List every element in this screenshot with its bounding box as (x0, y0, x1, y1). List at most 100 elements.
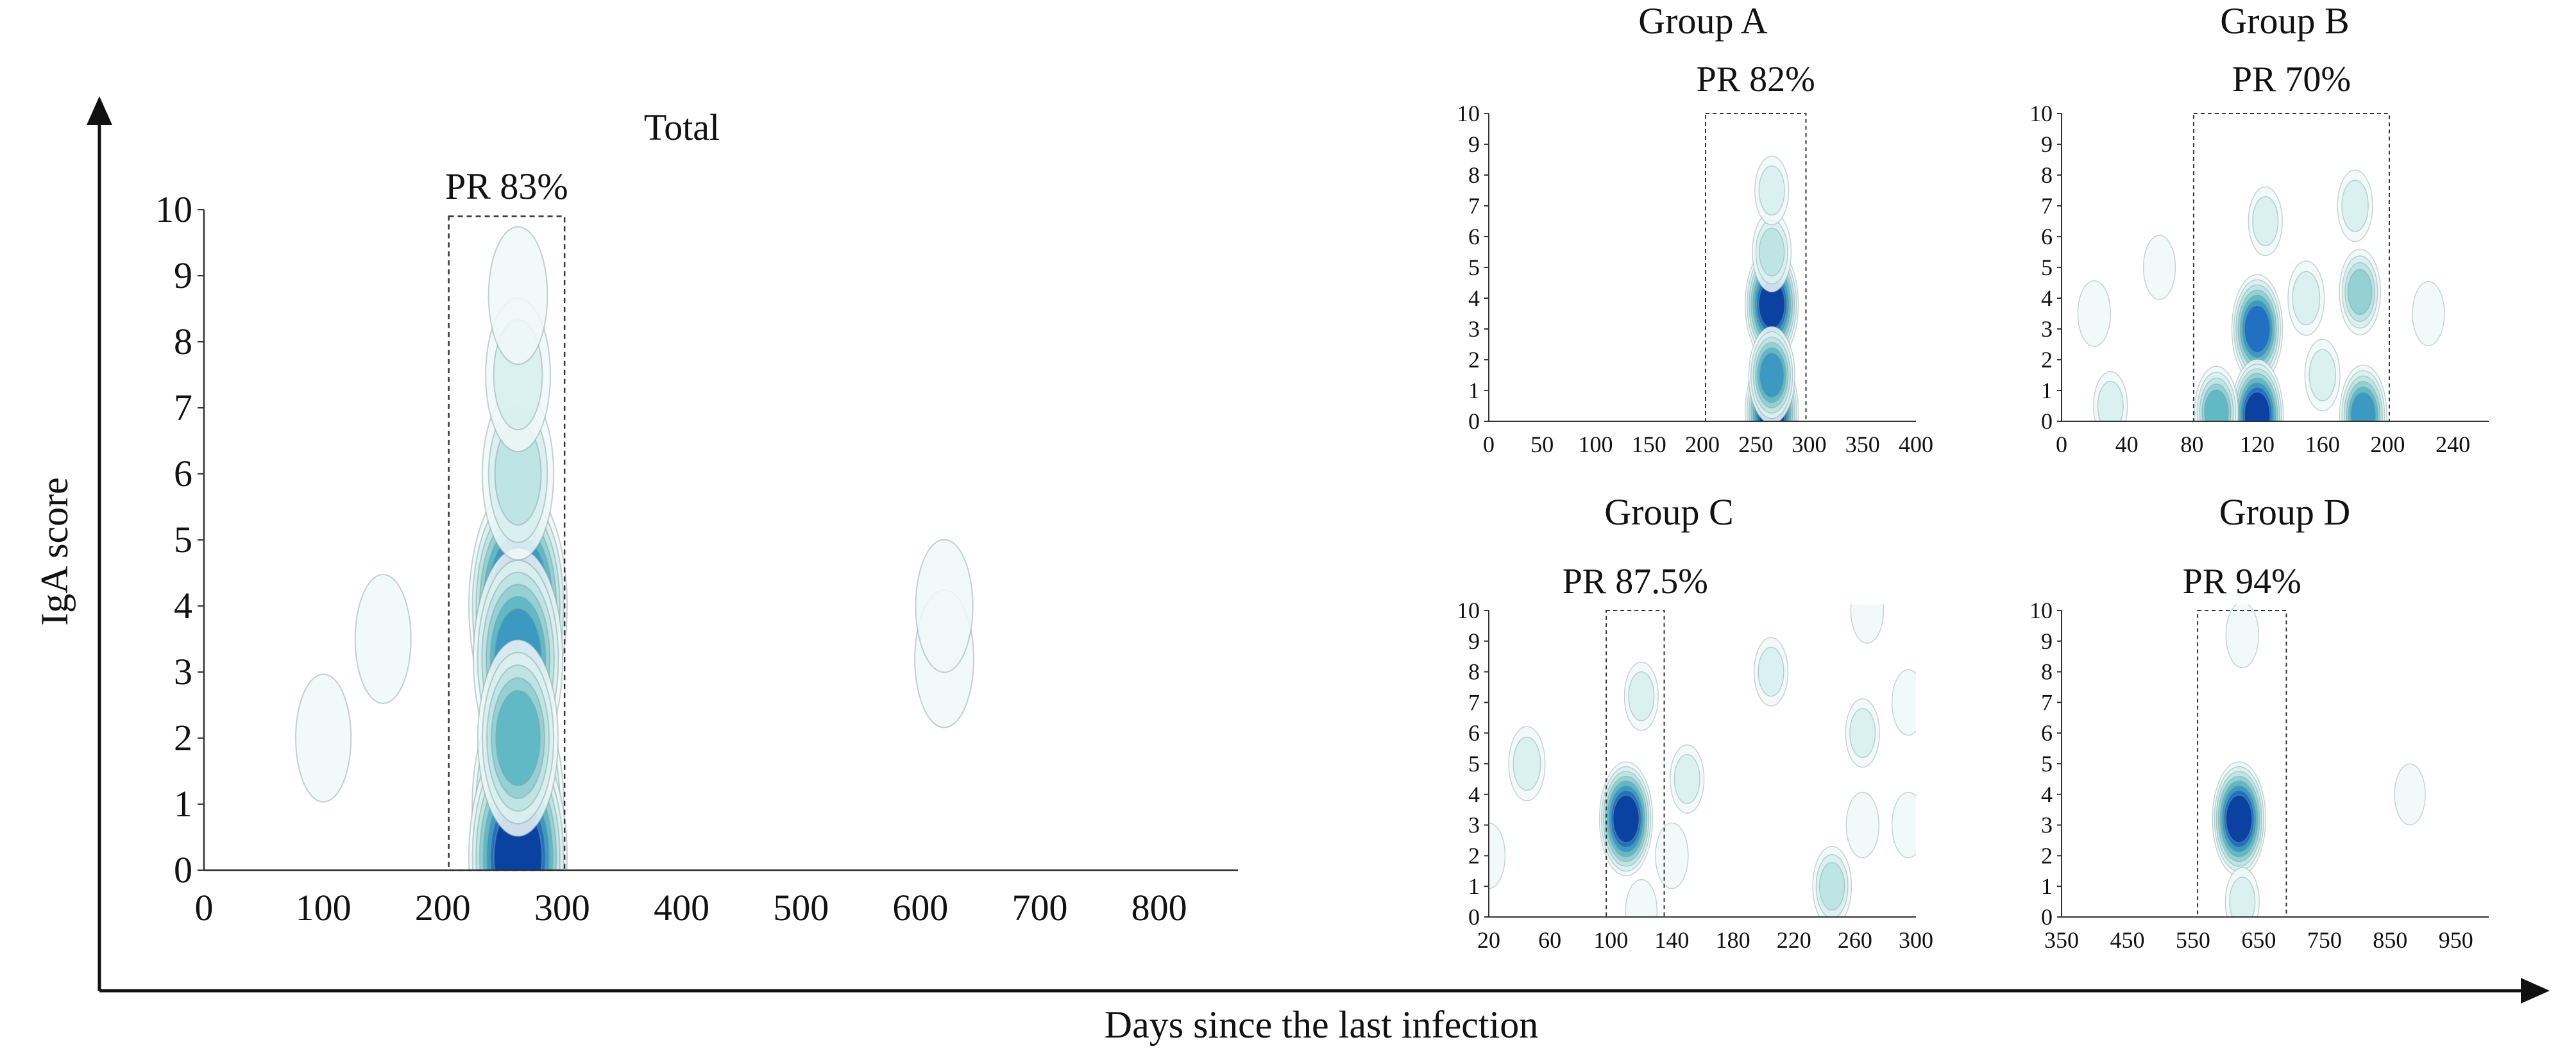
group-a-y-tick-label: 9 (1468, 131, 1480, 157)
group-d-x-tick-label: 650 (2241, 927, 2276, 953)
group-a-title: Group A (1638, 0, 1768, 42)
group-c-y-tick-label: 10 (1457, 598, 1480, 623)
group-c-density-blob (1891, 669, 1916, 736)
group-a-density (1745, 155, 1799, 421)
group-c-panel: 0 1 2 3 4 5 6 7 8 9 10 20 60 100 140 180 220 260 300 Group … (1457, 491, 1933, 953)
total-x-tick-label: 500 (773, 887, 829, 929)
y-axis-title: IgA score (33, 477, 76, 626)
group-b-y-tick-label: 1 (2041, 378, 2053, 403)
group-b-y-tick-label: 0 (2041, 408, 2053, 434)
group-a-density-blob (1748, 326, 1795, 421)
group-c-density-blob (1753, 637, 1789, 707)
group-a-x-tick-label: 0 (1483, 432, 1495, 457)
group-b-density-blob (2337, 169, 2373, 242)
group-b-y-tick-label: 6 (2041, 224, 2053, 249)
group-a-y-tick-label: 0 (1468, 408, 1480, 434)
group-c-density-blob (1625, 879, 1658, 917)
group-a-y-tick-label: 2 (1468, 347, 1480, 373)
group-c-density-blob (1489, 822, 1506, 889)
group-d-density-blob (2394, 763, 2426, 826)
group-a-y-tick-label: 1 (1468, 378, 1480, 403)
group-d-x-tick-label: 950 (2439, 927, 2473, 953)
group-c-y-tick-label: 9 (1468, 628, 1480, 654)
group-a-x-tick-label: 250 (1738, 432, 1773, 457)
group-d-y-tick-label: 7 (2041, 689, 2053, 715)
group-b-density-blob (2077, 280, 2111, 348)
total-pr-window (448, 215, 566, 871)
group-c-density-blob (1812, 846, 1852, 917)
group-a-density-blob (1754, 155, 1790, 226)
group-b-x-tick-label: 120 (2240, 432, 2275, 457)
group-b-density-blob (2339, 364, 2387, 421)
group-b-density-blob (2248, 186, 2283, 256)
group-c-density-blob (1891, 791, 1916, 859)
total-y-tick-label: 4 (174, 585, 192, 626)
group-c-y-tick-label: 7 (1468, 689, 1480, 715)
group-c-density-blob (1845, 698, 1880, 768)
group-a-density-blob (1752, 211, 1792, 293)
group-a-x-tick-label: 50 (1530, 432, 1554, 457)
total-x-tick-label: 300 (534, 887, 590, 929)
group-d-y-tick-label: 9 (2041, 628, 2053, 654)
group-c-density-blob (1508, 726, 1546, 802)
total-y-tick-label: 9 (174, 255, 192, 296)
group-d-panel: 0 1 2 3 4 5 6 7 8 9 10 350 450 550 650 750 850 950 Group D… (2029, 491, 2489, 953)
group-d-y-tick-label: 6 (2041, 720, 2053, 746)
total-y-tick-label: 7 (174, 387, 192, 428)
group-a-x-tick-label: 100 (1579, 432, 1613, 457)
group-b-y-tick-label: 10 (2029, 101, 2053, 126)
group-d-x-tick-label: 750 (2307, 927, 2342, 953)
group-c-density-blob (1845, 791, 1879, 859)
group-b-density-blob (2339, 248, 2381, 336)
group-a-x-tick-label: 150 (1632, 432, 1666, 457)
group-d-density-blob (2224, 867, 2260, 917)
total-x-tick-label: 0 (195, 887, 214, 929)
group-a-y-tick-label: 3 (1468, 316, 1480, 342)
group-d-y-tick-label: 3 (2041, 812, 2053, 838)
group-b-pr-window (2192, 113, 2390, 422)
group-c-y-tick-label: 0 (1468, 904, 1480, 930)
group-c-density (1489, 604, 1916, 917)
outer-x-arrowhead (2521, 978, 2550, 1004)
group-b-pr-label: PR 70% (2232, 60, 2351, 99)
group-d-pr-window (2197, 610, 2287, 918)
group-b-density-blob (2194, 366, 2239, 421)
group-b-x-tick-label: 160 (2305, 432, 2340, 457)
group-b-y-tick-label: 8 (2041, 162, 2053, 188)
total-y-tick-label: 8 (174, 321, 192, 362)
group-c-y-tick-label: 6 (1468, 720, 1480, 746)
total-density-blob (487, 226, 548, 366)
group-c-y-tick-label: 3 (1468, 812, 1480, 838)
group-c-y-tick-label: 5 (1468, 751, 1480, 777)
group-b-x-tick-label: 80 (2180, 432, 2203, 457)
total-x-tick-label: 800 (1131, 887, 1187, 929)
group-d-density-blob (2212, 761, 2266, 877)
group-d-y-tick-label: 0 (2041, 904, 2053, 930)
total-y-tick-label: 1 (174, 783, 192, 825)
group-d-density-blob (2225, 604, 2259, 669)
group-d-y-tick-label: 4 (2041, 782, 2053, 807)
group-c-density-blob (1598, 761, 1654, 877)
group-a-x-tick-label: 200 (1685, 432, 1720, 457)
total-y-tick-label: 0 (174, 849, 192, 891)
group-c-x-tick-label: 20 (1477, 927, 1500, 953)
group-c-y-tick-label: 4 (1468, 782, 1480, 807)
group-b-panel: 0 1 2 3 4 5 6 7 8 9 10 0 40 80 120 160 200 240 Group B PR 7… (2029, 0, 2489, 457)
group-c-x-tick-label: 260 (1838, 927, 1872, 953)
group-d-x-tick-label: 850 (2373, 927, 2407, 953)
group-c-x-tick-label: 180 (1716, 927, 1750, 953)
total-y-tick-label: 3 (174, 651, 192, 693)
total-density-blob (294, 673, 352, 803)
group-a-x-tick-label: 300 (1792, 432, 1827, 457)
group-a-y-tick-label: 7 (1468, 193, 1480, 219)
group-b-title: Group B (2220, 0, 2349, 42)
group-c-density-blob (1670, 744, 1705, 814)
group-b-density-blob (2304, 339, 2341, 412)
group-b-y-tick-label: 2 (2041, 347, 2053, 373)
group-d-y-tick-label: 8 (2041, 659, 2053, 685)
group-b-y-tick-label: 5 (2041, 255, 2053, 280)
group-a-y-tick-label: 4 (1468, 285, 1480, 311)
group-d-x-tick-label: 450 (2110, 927, 2144, 953)
group-a-y-tick-label: 6 (1468, 224, 1480, 249)
